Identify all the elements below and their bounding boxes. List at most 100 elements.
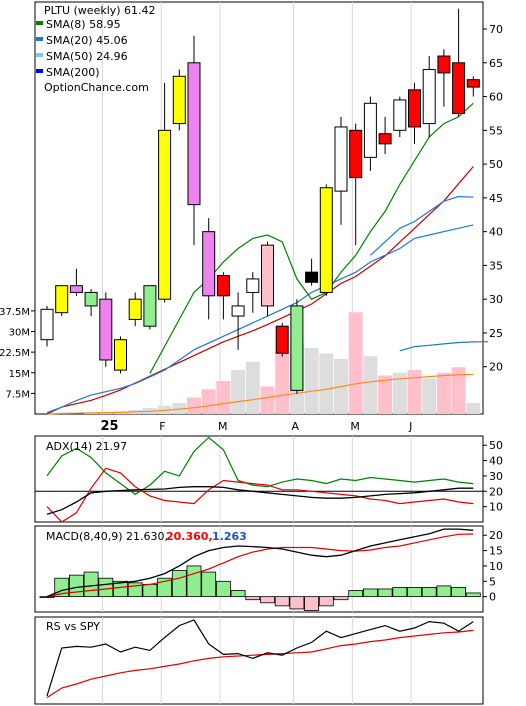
- legend-swatch-sma8: [36, 21, 43, 25]
- volume-tick-label: 30M: [9, 328, 30, 339]
- macd-histogram-bar: [451, 587, 467, 598]
- macd-histogram-bar: [245, 596, 261, 601]
- rs-indicator: [46, 619, 474, 699]
- candle-body: [290, 305, 304, 391]
- candle-body: [143, 285, 157, 327]
- price-tick-label: 25: [489, 327, 503, 340]
- candle-body: [187, 62, 201, 206]
- candle-body: [69, 285, 83, 293]
- month-axis: 25 F M A M J: [100, 419, 412, 434]
- volume-bar: [216, 381, 231, 414]
- candle-body: [466, 79, 480, 88]
- legend-swatch-sma200: [36, 69, 43, 73]
- macd-histogram-bar: [362, 588, 378, 598]
- price-tick-label: 70: [489, 23, 503, 36]
- candle-body: [55, 285, 69, 314]
- volume-bar: [407, 370, 422, 414]
- legend-swatch-sma20: [36, 37, 43, 41]
- price-tick-label: 55: [489, 124, 503, 137]
- adx-tick-label: 30: [489, 470, 503, 483]
- macd-histogram-bar: [215, 580, 231, 598]
- price-tick-label: 50: [489, 158, 503, 171]
- adx-label: ADX(14) 21.97: [46, 440, 127, 453]
- macd-histogram-bar: [157, 577, 173, 598]
- candle-body: [40, 308, 54, 341]
- volume-bar: [275, 350, 290, 414]
- macd-line: [46, 528, 474, 598]
- volume-bar: [260, 386, 275, 414]
- volume-bar: [392, 372, 407, 414]
- macd-histogram-bar: [377, 588, 393, 598]
- macd-histogram-bar: [113, 580, 128, 598]
- month-label: A: [292, 420, 300, 433]
- volume-bar: [319, 353, 334, 414]
- macd-histogram-bar: [436, 585, 452, 598]
- volume-tick-label: 15M: [9, 369, 30, 380]
- adx-tick-label: 50: [489, 439, 503, 452]
- sma200-line: [46, 166, 474, 415]
- volume-bar: [187, 397, 201, 414]
- price-tick-label: 35: [489, 259, 503, 272]
- macd-histogram-bar: [186, 565, 202, 598]
- month-label: 25: [100, 419, 118, 434]
- month-label: M: [218, 420, 228, 433]
- macd-tick-label: 20: [489, 529, 503, 542]
- price-tick-label: 40: [489, 226, 503, 239]
- price-tick-label: 45: [489, 192, 503, 205]
- candle-body: [84, 291, 98, 307]
- macd-histogram-bar: [171, 570, 187, 598]
- volume-average-line: [46, 373, 474, 415]
- macd-histogram-bar: [260, 596, 275, 604]
- macd-tick-label: 5: [489, 575, 496, 588]
- macd-tick-label: 10: [489, 560, 503, 573]
- adx-tick-label: 40: [489, 455, 503, 468]
- macd-signal-label: 20.360,: [166, 530, 213, 543]
- volume-bar: [231, 370, 246, 414]
- macd-histogram-bar: [333, 596, 349, 601]
- legend-sma50: SMA(50) 24.96: [46, 50, 128, 63]
- candle-body: [349, 129, 363, 179]
- volume-bar: [245, 361, 260, 414]
- volume-bar: [378, 375, 393, 414]
- candle-body: [128, 298, 142, 320]
- macd-panel-frame: [34, 525, 484, 613]
- macd-indicator: [39, 528, 481, 611]
- legend-swatch-sma50: [36, 53, 43, 57]
- rs-panel-frame: [34, 616, 484, 705]
- candle-body: [437, 55, 451, 74]
- macd-histogram-bar: [83, 571, 99, 598]
- volume-bar: [304, 348, 319, 414]
- rs-line: [46, 619, 474, 697]
- legend-sma200: SMA(200): [46, 66, 100, 79]
- macd-histogram-bar: [39, 596, 55, 599]
- sma50-line: [46, 224, 474, 414]
- macd-histogram-bar: [318, 596, 334, 607]
- candle-body: [172, 75, 186, 125]
- volume-bar: [348, 312, 363, 414]
- candle-body: [334, 126, 348, 192]
- candle-body: [319, 187, 333, 293]
- adx-tick-label: 10: [489, 501, 503, 514]
- macd-histogram-bar: [98, 577, 114, 598]
- candle-body: [408, 89, 421, 128]
- candle-body: [378, 133, 392, 145]
- month-label: M: [350, 420, 360, 433]
- volume-bar: [451, 367, 466, 414]
- price-tick-label: 30: [489, 293, 503, 306]
- macd-axis: 0 5 10 15 20: [483, 529, 503, 604]
- macd-histogram-bar: [304, 596, 320, 611]
- volume-bar: [98, 413, 113, 414]
- macd-histogram-bar: [201, 571, 217, 598]
- macd-signal-line: [46, 533, 474, 598]
- candle-body: [275, 325, 289, 354]
- legend-sma8: SMA(8) 58.95: [46, 18, 121, 31]
- macd-tick-label: 0: [489, 591, 496, 604]
- macd-hist-label: 1.263: [212, 530, 247, 543]
- volume-bar: [436, 372, 451, 414]
- candle-body: [231, 305, 245, 317]
- price-tick-label: 60: [489, 91, 503, 104]
- adx-tick-label: 20: [489, 485, 503, 498]
- volume-bar: [201, 389, 216, 414]
- price-tick-label: 65: [489, 57, 503, 70]
- macd-histogram-bar: [69, 574, 84, 598]
